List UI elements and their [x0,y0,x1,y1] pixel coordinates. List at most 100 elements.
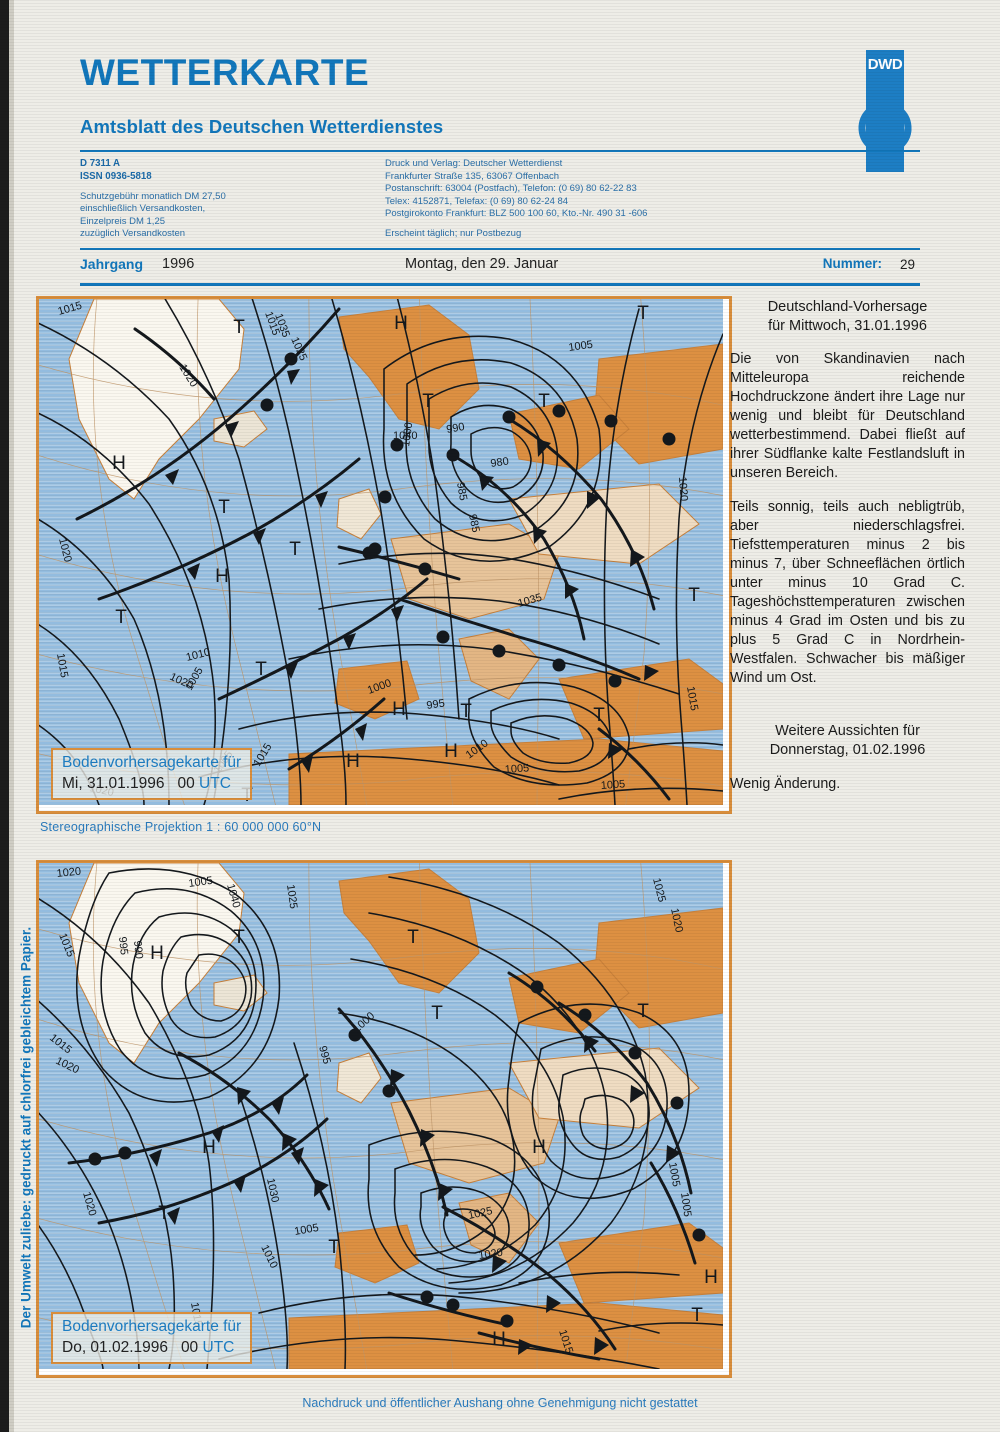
outlook-heading-line2: Donnerstag, 01.02.1996 [769,741,926,758]
svg-text:995: 995 [426,698,446,712]
map-bottom-time: 00 [180,1338,199,1356]
logo-text: DWD [867,56,903,73]
publication-code: D 7311 A [80,158,121,169]
weather-map-thursday[interactable]: 1020 1005 1025 990 995 1015 1015 1020 10… [36,860,732,1378]
copyright-footer: Nachdruck und öffentlicher Aushang ohne … [302,1396,698,1410]
map-bottom-date: Do, 01.02.1996 [62,1338,169,1356]
dwd-logo: DWD [852,50,918,172]
binding-strip [0,0,9,1432]
svg-text:990: 990 [445,421,465,436]
svg-text:T: T [688,585,700,606]
map-bottom-utc: UTC [202,1338,235,1356]
svg-text:1015: 1015 [684,685,700,711]
svg-text:995: 995 [116,936,130,956]
svg-text:1005: 1005 [568,339,594,354]
issue-date: Montag, den 29. Januar [405,256,559,272]
svg-text:1020: 1020 [676,476,690,501]
svg-text:T: T [593,705,605,726]
imprint-left: D 7311 A ISSN 0936-5818 Schutzgebühr mon… [80,158,380,241]
svg-text:H: H [215,566,229,587]
forecast-panel: Deutschland-Vorhersage für Mittwoch, 31.… [730,298,965,794]
svg-text:1020: 1020 [56,865,82,879]
svg-text:T: T [255,659,267,680]
svg-text:1025: 1025 [467,1205,493,1222]
svg-text:985: 985 [454,481,469,501]
svg-text:995: 995 [316,1045,333,1066]
svg-text:1005: 1005 [188,875,214,890]
svg-text:985: 985 [466,513,482,533]
price-line-1: Schutzgebühr monatlich DM 27,50 [80,190,226,202]
svg-text:T: T [158,1203,170,1224]
publisher-line-5: Postgirokonto Frankfurt: BLZ 500 100 60,… [385,208,648,220]
eco-side-note: Der Umwelt zuliebe: gedruckt auf chlorfr… [18,926,34,1329]
svg-text:1005: 1005 [666,1161,682,1187]
svg-text:1010: 1010 [185,646,212,664]
svg-text:1005: 1005 [504,762,529,776]
svg-text:H: H [392,699,406,720]
forecast-heading-line1: Deutschland-Vorhersage [767,299,928,315]
svg-text:1005: 1005 [678,1192,693,1218]
svg-text:H: H [346,751,360,772]
publisher-line-3: Postanschrift: 63004 (Postfach), Telefon… [385,183,637,195]
svg-text:T: T [407,927,419,948]
page-title: WETTERKARTE [80,52,370,93]
svg-text:H: H [202,1137,216,1158]
spiral-icon [858,101,912,155]
number-label: Nummer: [822,256,882,271]
svg-text:T: T [691,1305,703,1326]
rule-top [80,150,920,152]
forecast-paragraph-2: Teils sonnig, teils auch nebligtrüb, abe… [730,499,965,687]
forecast-heading-line2: für Mittwoch, 31.01.1996 [768,317,927,334]
map-bottom-caption-line2: Do, 01.02.1996 00 UTC [62,1338,241,1357]
outlook-text: Wenig Änderung. [730,776,841,793]
map-bottom-caption: Bodenvorhersagekarte für Do, 01.02.1996 … [51,1311,253,1364]
svg-text:1025: 1025 [284,884,299,910]
svg-text:T: T [538,391,550,412]
svg-text:H: H [150,943,164,964]
publisher-line-4: Telex: 4152871, Telefax: (0 69) 80 62-24… [385,195,569,207]
imprint-right: Druck und Verlag: Deutscher Wetterdienst… [385,158,805,240]
svg-text:1025: 1025 [650,877,668,904]
volume-label: Jahrgang [80,256,144,272]
rule-bottom [80,283,920,286]
publication-issn: ISSN 0936-5818 [80,170,152,182]
map-top-date: Mi, 31.01.1996 [62,774,165,792]
svg-text:1020: 1020 [478,1247,504,1262]
rule-mid [80,248,920,250]
volume-value: 1996 [162,256,195,272]
weather-map-wednesday[interactable]: 1015 1020 1020 1020 1020 1035 1000 990 9… [36,296,732,814]
forecast-heading: Deutschland-Vorhersage für Mittwoch, 31.… [730,298,965,335]
svg-text:T: T [637,303,649,324]
map-top-caption: Bodenvorhersagekarte für Mi, 31.01.1996 … [51,747,253,800]
number-value: 29 [899,257,915,272]
svg-text:1020: 1020 [668,907,685,933]
svg-text:1020: 1020 [56,537,74,564]
svg-text:T: T [431,1003,443,1024]
svg-text:T: T [289,539,301,560]
svg-text:1040: 1040 [393,430,417,442]
svg-text:H: H [112,453,126,474]
publisher-line-1: Druck und Verlag: Deutscher Wetterdienst [385,158,563,169]
svg-text:T: T [637,1001,649,1022]
svg-text:H: H [492,1329,506,1350]
publication-subtitle: Amtsblatt des Deutschen Wetterdienstes [80,116,444,137]
svg-text:T: T [115,607,127,628]
map-top-caption-line2: Mi, 31.01.1996 00 UTC [62,774,241,793]
svg-text:T: T [328,1237,340,1258]
map-top-caption-line1: Bodenvorhersagekarte für [62,753,242,771]
outlook-heading-line1: Weitere Aussichten für [775,723,920,740]
svg-text:1015: 1015 [54,652,70,678]
price-line-4: zuzüglich Versandkosten [80,228,186,240]
svg-text:1000: 1000 [400,422,415,448]
price-line-3: Einzelpreis DM 1,25 [80,215,166,227]
svg-text:T: T [460,701,472,722]
frequency-note: Erscheint täglich; nur Postbezug [385,227,522,239]
svg-text:1005: 1005 [600,778,625,792]
map-top-time: 00 [177,774,195,792]
publisher-line-2: Frankfurter Straße 135, 63067 Offenbach [385,170,560,182]
masthead: WETTERKARTE Amtsblatt des Deutschen Wett… [80,52,920,138]
svg-text:H: H [532,1137,546,1158]
svg-text:T: T [218,497,230,518]
dateline: Jahrgang 1996 Montag, den 29. Januar Num… [80,252,920,284]
